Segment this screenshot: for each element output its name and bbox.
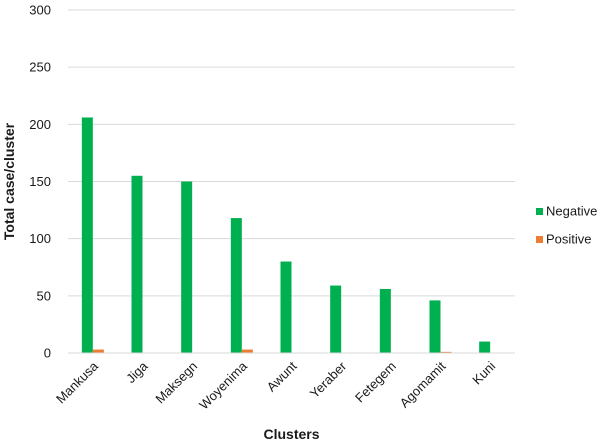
bar-negative-agomamit bbox=[429, 300, 441, 353]
x-tick-label: Kuni bbox=[469, 358, 498, 387]
legend-label-negative: Negative bbox=[546, 204, 597, 219]
bar-negative-woyenima bbox=[230, 218, 242, 353]
bar-negative-jiga bbox=[131, 175, 143, 353]
x-tick-label: Fetegem bbox=[352, 359, 399, 406]
x-tick-label: Awunt bbox=[264, 358, 300, 394]
legend: Negative Positive bbox=[536, 204, 597, 247]
bar-positive-mankusa bbox=[92, 349, 104, 353]
x-tick-label: Yeraber bbox=[307, 358, 350, 401]
x-tick-label: Maksegn bbox=[152, 359, 200, 407]
bar-negative-kuni bbox=[479, 341, 491, 353]
bar-positive-woyenima bbox=[241, 349, 253, 353]
y-tick-label: 200 bbox=[29, 117, 51, 132]
y-tick-label: 0 bbox=[44, 346, 51, 361]
x-tick-label: Jiga bbox=[123, 358, 151, 386]
y-tick-labels: 0 50 100 150 200 250 300 bbox=[29, 3, 51, 361]
x-tick-label: Mankusa bbox=[53, 358, 101, 406]
y-tick-label: 100 bbox=[29, 231, 51, 246]
legend-swatch-positive bbox=[536, 236, 543, 243]
bar-positive-agomamit bbox=[440, 351, 452, 353]
bar-negative-yeraber bbox=[330, 285, 342, 353]
bar-negative-awunt bbox=[280, 261, 292, 353]
legend-label-positive: Positive bbox=[546, 232, 592, 247]
bar-negative-mankusa bbox=[81, 117, 93, 354]
x-tick-label: Agomamit bbox=[397, 358, 449, 410]
y-tick-label: 50 bbox=[37, 288, 51, 303]
y-tick-label: 250 bbox=[29, 60, 51, 75]
y-axis-title: Total case/cluster bbox=[1, 122, 17, 240]
x-axis-title: Clusters bbox=[263, 426, 319, 442]
bar-negative-maksegn bbox=[181, 181, 193, 353]
y-tick-label: 150 bbox=[29, 174, 51, 189]
bars bbox=[81, 117, 491, 354]
x-tick-label: Woyenima bbox=[196, 358, 250, 412]
y-tick-label: 300 bbox=[29, 3, 51, 18]
legend-swatch-negative bbox=[536, 208, 543, 215]
bar-negative-fetegem bbox=[379, 288, 391, 353]
